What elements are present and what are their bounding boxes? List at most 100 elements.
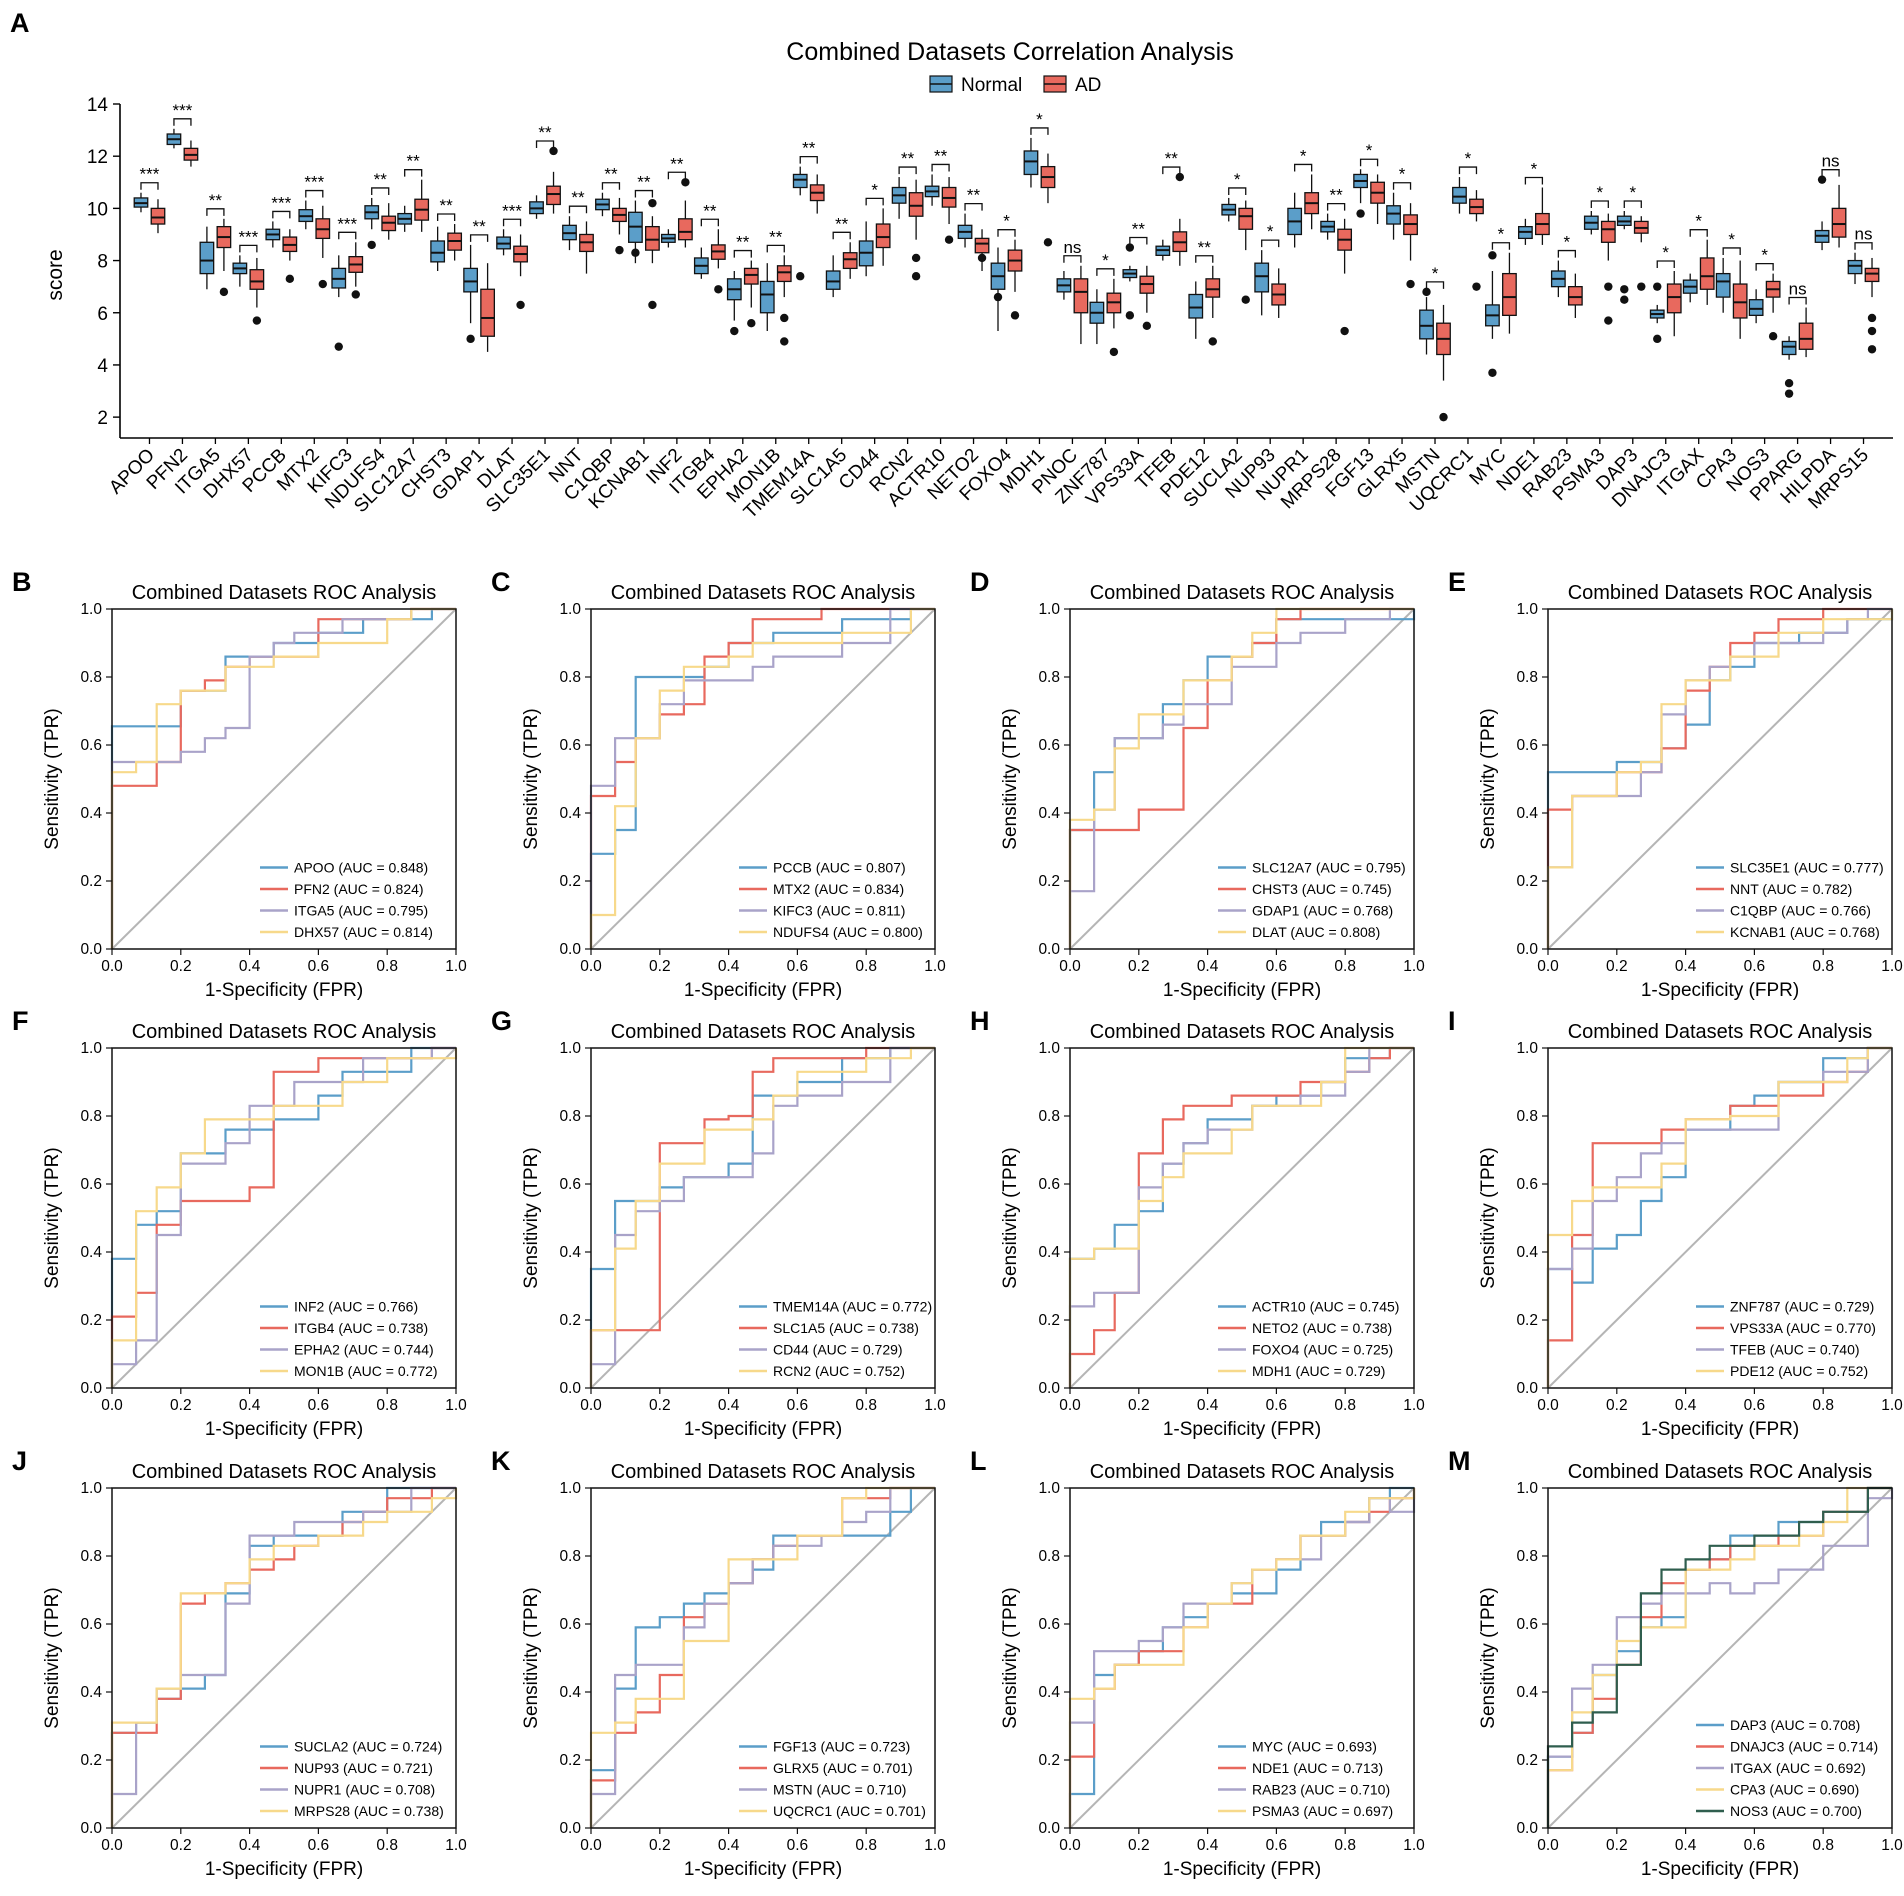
roc-curve-fgf13: [589, 1486, 935, 1828]
normal-mstn-box: [1419, 309, 1434, 340]
roc-x-tick-label: 0.6: [1266, 1837, 1288, 1854]
roc-x-tick-label: 0.2: [1606, 958, 1628, 975]
roc-x-tick-label: 1.0: [445, 1837, 467, 1854]
panel-label-i: I: [1448, 1006, 1456, 1036]
roc-panel-f: F Combined Datasets ROC Analysis 0.00.0 0.2…: [12, 1006, 467, 1440]
significance-label: **: [769, 227, 783, 246]
roc-y-tick-label: 0.0: [80, 1820, 102, 1837]
significance-label: *: [1432, 264, 1439, 283]
panel-label-m: M: [1448, 1446, 1471, 1476]
roc-y-tick-label: 0.0: [80, 1380, 102, 1397]
normal-ndufs4-outlier: [367, 240, 376, 250]
roc-curve-dhx57: [110, 607, 456, 949]
ad-sucla2-outlier: [1241, 295, 1250, 304]
normal-tmem14a-box: [792, 173, 808, 189]
roc-y-axis-label: Sensitivity (TPR): [521, 1147, 542, 1288]
roc-y-tick-label: 0.4: [80, 1684, 102, 1701]
roc-y-tick-label: 0.8: [80, 1548, 102, 1565]
roc-legend-label: ZNF787 (AUC = 0.729): [1730, 1299, 1874, 1315]
roc-x-tick-label: 0.8: [1812, 1837, 1834, 1854]
roc-y-tick-label: 0.6: [1516, 1616, 1538, 1633]
roc-x-tick-label: 0.6: [1266, 958, 1288, 975]
roc-y-tick-label: 0.6: [1516, 1176, 1538, 1193]
ad-psma3-box: [1600, 220, 1616, 243]
panel-label-l: L: [970, 1446, 987, 1476]
normal-mdh1-box: [1023, 150, 1039, 176]
sig-bracket: [1557, 249, 1577, 258]
significance-label: **: [802, 139, 816, 158]
roc-curve-kifc3: [589, 607, 935, 949]
roc-title: Combined Datasets ROC Analysis: [1090, 582, 1395, 604]
roc-curve-psma3: [1068, 1488, 1416, 1828]
ad-dhx57-box: [249, 269, 265, 290]
roc-legend-label: RCN2 (AUC = 0.752): [773, 1363, 905, 1379]
significance-label: **: [901, 149, 915, 168]
roc-frame: [1547, 1047, 1893, 1389]
significance-label: *: [1267, 222, 1274, 241]
roc-y-axis-label: Sensitivity (TPR): [42, 1587, 63, 1728]
roc-legend-label: NDE1 (AUC = 0.713): [1252, 1760, 1383, 1776]
ad-inf2-box: [677, 218, 693, 241]
normal-vps33a-outlier: [1125, 311, 1135, 320]
roc-panel-j: J Combined Datasets ROC Analysis 0.00.0 0.2…: [12, 1446, 467, 1880]
roc-y-tick-label: 0.8: [559, 1108, 581, 1125]
ad-tfeb-outlier: [1175, 172, 1185, 182]
roc-x-tick-label: 1.0: [445, 1397, 467, 1414]
sig-bracket: [667, 171, 687, 180]
roc-curve-dlat: [1068, 607, 1414, 949]
roc-frame: [111, 608, 457, 950]
panel-label-k: K: [491, 1446, 511, 1476]
roc-y-tick-label: 0.4: [1038, 1244, 1060, 1261]
sig-bracket: [1392, 182, 1412, 190]
roc-panel-c: C Combined Datasets ROC Analysis 0.00.0 0.2…: [491, 567, 946, 1001]
roc-x-tick-label: 0.4: [239, 958, 261, 975]
box-y-tick-label-6: 6: [97, 304, 108, 325]
significance-label: **: [604, 165, 618, 184]
normal-pde12-box: [1188, 293, 1204, 319]
roc-y-axis-label: Sensitivity (TPR): [42, 1147, 63, 1288]
roc-frame: [1547, 1487, 1893, 1829]
roc-title: Combined Datasets ROC Analysis: [1090, 1021, 1395, 1043]
roc-x-tick-label: 0.0: [1537, 958, 1559, 975]
significance-label: **: [967, 186, 981, 205]
significance-label: **: [835, 214, 849, 233]
normal-pparg-outlier: [1784, 389, 1794, 398]
roc-panel-e: E Combined Datasets ROC Analysis 0.00.0 0.2…: [1448, 567, 1903, 1001]
sig-bracket: [1722, 247, 1741, 255]
roc-x-tick-label: 0.6: [787, 1397, 809, 1414]
roc-x-tick-label: 1.0: [445, 958, 467, 975]
roc-y-tick-label: 0.4: [80, 805, 102, 822]
roc-y-tick-label: 0.4: [1038, 805, 1060, 822]
roc-legend-label: TMEM14A (AUC = 0.772): [773, 1299, 932, 1315]
roc-legend-label: ITGAX (AUC = 0.692): [1730, 1760, 1866, 1776]
roc-y-tick-label: 1.0: [559, 1480, 581, 1497]
roc-y-axis-label: Sensitivity (TPR): [521, 1587, 542, 1728]
roc-y-axis-label: Sensitivity (TPR): [1478, 1147, 1499, 1288]
sig-bracket: [1294, 163, 1313, 172]
roc-x-tick-label: 0.4: [239, 1837, 261, 1854]
roc-x-tick-label: 0.8: [1334, 958, 1356, 975]
ad-mrps15-box: [1864, 267, 1880, 283]
normal-myc-outlier: [1488, 251, 1497, 260]
sig-bracket: [1623, 200, 1642, 208]
roc-x-axis-label: 1-Specificity (FPR): [1641, 1419, 1799, 1440]
roc-curve-rcn2: [589, 1046, 935, 1388]
roc-x-tick-label: 0.8: [376, 1397, 398, 1414]
roc-legend-label: NOS3 (AUC = 0.700): [1730, 1803, 1862, 1819]
roc-legend-label: NDUFS4 (AUC = 0.800): [773, 924, 923, 940]
significance-label: *: [1662, 243, 1669, 262]
roc-x-tick-label: 0.6: [1744, 958, 1766, 975]
normal-cpa3-box: [1715, 272, 1731, 298]
sig-bracket: [338, 231, 357, 240]
roc-x-tick-label: 1.0: [1403, 1397, 1425, 1414]
roc-x-tick-label: 0.2: [649, 1837, 671, 1854]
roc-title: Combined Datasets ROC Analysis: [132, 1461, 437, 1483]
roc-legend-label: MTX2 (AUC = 0.834): [773, 881, 904, 897]
roc-y-tick-label: 0.4: [1516, 805, 1538, 822]
normal-itga5-box: [199, 241, 215, 275]
normal-dnajc3-outlier: [1653, 334, 1662, 344]
roc-legend-label: DHX57 (AUC = 0.814): [294, 924, 433, 940]
ad-uqcrc1-outlier: [1472, 282, 1481, 291]
roc-x-axis-label: 1-Specificity (FPR): [1641, 980, 1799, 1001]
roc-y-tick-label: 0.8: [1516, 1108, 1538, 1125]
